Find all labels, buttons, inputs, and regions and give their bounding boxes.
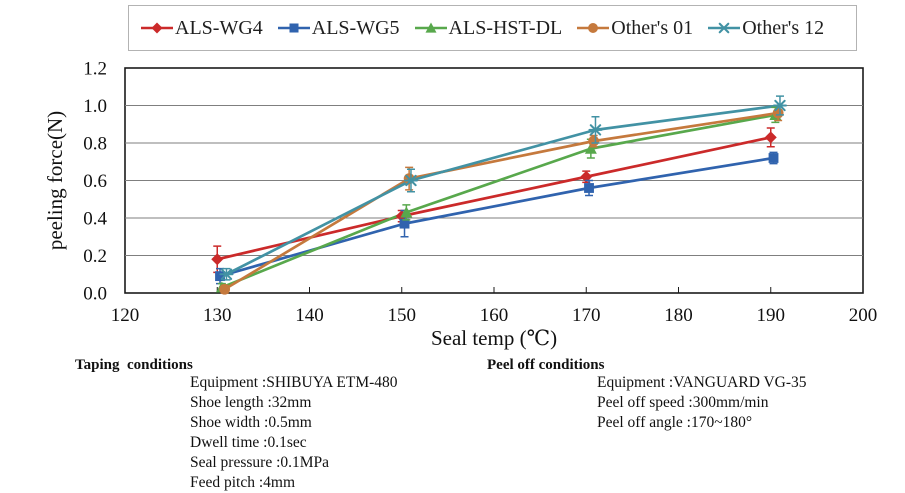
legend-label: ALS-WG4 [175, 16, 263, 39]
legend-circle-marker-icon [577, 23, 610, 33]
line-chart: 120 130 140 150 160 170 180 190 200 0.0 0.2 0.4 0.6 0… [43, 5, 878, 351]
diamond-marker-icon [211, 253, 224, 266]
y-tick-label: 0.2 [83, 246, 107, 267]
legend-square-marker-icon [277, 23, 310, 33]
taping-condition-line: Shoe length :32mm [190, 394, 312, 411]
chart-legend: ALS-WG4 ALS-WG5 ALS-HST-DL Other's 01 Other'… [128, 5, 857, 51]
circle-marker-icon [588, 23, 599, 33]
asterisk-marker-icon [403, 174, 419, 187]
legend-label: Other's 01 [611, 16, 694, 39]
series-line-Other's 12 [225, 104, 781, 276]
x-tick-label: 140 [295, 305, 324, 326]
series-line-ALS-HST-DL [221, 113, 776, 289]
legend-item-als-wg5: ALS-WG5 [277, 16, 400, 40]
square-marker-icon [399, 218, 410, 229]
asterisk-marker-icon [588, 124, 603, 136]
x-tick-label: 120 [111, 305, 140, 326]
y-axis-title: peeling force(N) [43, 111, 67, 250]
x-tick-label: 150 [388, 305, 417, 326]
asterisk-marker-icon [219, 268, 234, 280]
x-tick-label: 180 [664, 305, 693, 326]
taping-condition-line: Shoe width :0.5mm [190, 414, 312, 431]
peel-off-condition-line: Peel off speed :300mm/min [597, 394, 769, 411]
triangle-marker-icon [425, 22, 437, 33]
legend-label: ALS-HST-DL [448, 16, 563, 39]
square-marker-icon [768, 153, 779, 163]
plot-area: 120 130 140 150 160 170 180 190 200 0.0 0.2 0.4 0.6 0… [43, 59, 878, 351]
legend-item-other-s-01: Other's 01 [577, 17, 693, 40]
legend-item-other-s-12: Other's 12 [708, 17, 824, 40]
circle-marker-icon [588, 135, 600, 147]
y-tick-label: 1.0 [83, 96, 107, 117]
diamond-marker-icon [764, 131, 777, 144]
legend-label: Other's 12 [742, 16, 825, 39]
taping-conditions-title: Taping conditions [75, 357, 193, 373]
taping-condition-line: Seal pressure :0.1MPa [190, 454, 330, 471]
taping-condition-line: Feed pitch :4mm [190, 474, 296, 491]
series-points-Other's 12 [219, 95, 788, 281]
peel-off-condition-line: Equipment :VANGUARD VG-35 [597, 374, 807, 391]
y-tick-label: 0.4 [83, 209, 107, 230]
square-marker-icon [289, 23, 299, 33]
peel-off-conditions-title: Peel off conditions [487, 357, 605, 373]
y-tick-label: 0.0 [83, 284, 107, 305]
legend-asterisk-marker-icon [708, 22, 741, 34]
triangle-marker-icon [584, 142, 597, 154]
legend-item-als-wg4: ALS-WG4 [141, 17, 263, 40]
legend-triangle-marker-icon [414, 22, 447, 33]
taping-condition-line: Dwell time :0.1sec [190, 434, 307, 451]
asterisk-marker-icon [717, 22, 731, 34]
y-tick-label: 0.8 [83, 134, 107, 155]
circle-marker-icon [772, 107, 784, 119]
circle-marker-icon [219, 283, 231, 295]
triangle-marker-icon [400, 206, 413, 218]
asterisk-marker-icon [772, 99, 788, 112]
x-tick-label: 190 [757, 305, 786, 326]
taping-condition-line: Equipment :SHIBUYA ETM-480 [190, 374, 398, 391]
x-axis-title: Seal temp (℃) [431, 326, 557, 350]
y-tick-label: 0.6 [83, 171, 107, 192]
peel-off-condition-line: Peel off angle :170~180° [597, 414, 753, 431]
legend-diamond-marker-icon [141, 22, 173, 34]
x-tick-label: 160 [480, 305, 509, 326]
x-tick-label: 170 [572, 305, 601, 326]
y-tick-label: 1.2 [83, 59, 107, 80]
diamond-marker-icon [151, 22, 163, 34]
x-tick-label: 130 [203, 305, 232, 326]
square-marker-icon [584, 183, 594, 193]
taping-conditions-list: Equipment :SHIBUYA ETM-480 Shoe length :… [190, 373, 398, 493]
x-tick-label: 200 [849, 305, 878, 326]
legend-label: ALS-WG5 [311, 16, 400, 39]
peel-off-conditions-list: Equipment :VANGUARD VG-35 Peel off speed… [597, 373, 807, 433]
series-line-Other's 01 [223, 111, 779, 291]
square-marker-icon [215, 271, 225, 282]
legend-item-als-hst-dl: ALS-HST-DL [414, 16, 563, 40]
